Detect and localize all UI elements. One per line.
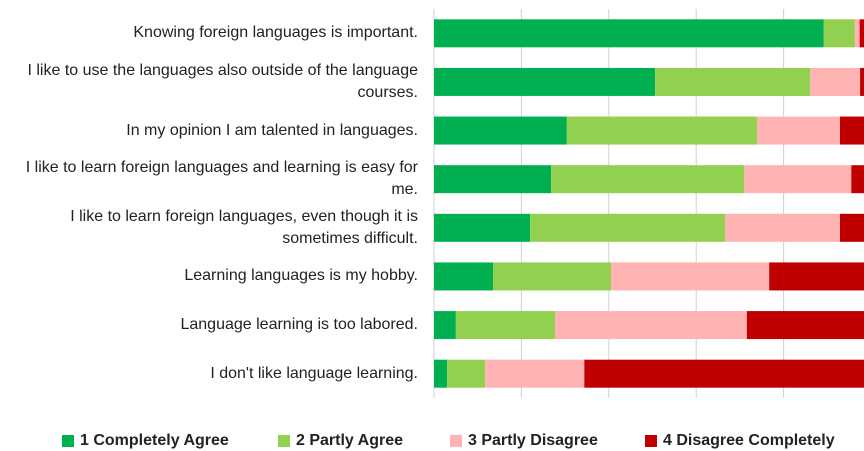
bar-segment bbox=[434, 262, 493, 291]
category-label: I like to learn foreign languages and le… bbox=[25, 159, 418, 199]
bar-segment bbox=[839, 116, 864, 145]
bar-segment bbox=[860, 67, 864, 96]
bar-segment bbox=[744, 165, 852, 194]
bar-segment bbox=[434, 213, 531, 242]
category-label: I like to use the languages also outside… bbox=[27, 61, 418, 101]
bar-segment bbox=[769, 262, 864, 291]
bar-segment bbox=[725, 213, 840, 242]
category-label: Knowing foreign languages is important. bbox=[133, 24, 418, 42]
legend-label: 3 Partly Disagree bbox=[468, 432, 598, 449]
bar-segment bbox=[551, 165, 745, 194]
legend-item: 3 Partly Disagree bbox=[450, 430, 598, 451]
legend-label: 2 Partly Agree bbox=[296, 432, 404, 449]
legend-label: 1 Completely Agree bbox=[80, 432, 229, 449]
bar-segment bbox=[746, 311, 864, 340]
bar-segment bbox=[851, 165, 864, 194]
bar-segment bbox=[823, 19, 855, 48]
legend-swatch bbox=[450, 435, 462, 447]
bar-segment bbox=[655, 67, 811, 96]
legend-swatch bbox=[645, 435, 657, 447]
category-label: Language learning is too labored. bbox=[180, 316, 418, 334]
bar-segment bbox=[434, 165, 552, 194]
bar-segment bbox=[434, 311, 456, 340]
bar-segment bbox=[485, 359, 585, 388]
category-label: Learning languages is my hobby. bbox=[184, 267, 418, 285]
bar-segment bbox=[434, 67, 656, 96]
legend-item: 4 Disagree Completely bbox=[645, 430, 835, 451]
bar-segment bbox=[455, 311, 556, 340]
bar-segment bbox=[839, 213, 864, 242]
legend-item: 2 Partly Agree bbox=[278, 430, 403, 451]
category-label: In my opinion I am talented in languages… bbox=[126, 121, 418, 139]
bar-segment bbox=[492, 262, 611, 291]
legend-swatch bbox=[62, 435, 74, 447]
bar-segment bbox=[859, 19, 864, 48]
bar-segment bbox=[756, 116, 840, 145]
legend-item: 1 Completely Agree bbox=[62, 430, 229, 451]
bar-segment bbox=[854, 19, 860, 48]
bar-segment bbox=[610, 262, 770, 291]
legend-label: 4 Disagree Completely bbox=[663, 432, 835, 449]
bar-segment bbox=[530, 213, 726, 242]
bar-segment bbox=[810, 67, 861, 96]
category-label: I like to learn foreign languages, even … bbox=[70, 207, 418, 247]
bar-segment bbox=[566, 116, 757, 145]
bar-segment bbox=[434, 359, 448, 388]
bar-segment bbox=[584, 359, 864, 388]
bar-segment bbox=[434, 19, 824, 48]
bar-segment bbox=[555, 311, 747, 340]
bar-segment bbox=[434, 116, 567, 145]
legend-swatch bbox=[278, 435, 290, 447]
bar-segment bbox=[447, 359, 486, 388]
category-label: I don't like language learning. bbox=[210, 364, 418, 382]
